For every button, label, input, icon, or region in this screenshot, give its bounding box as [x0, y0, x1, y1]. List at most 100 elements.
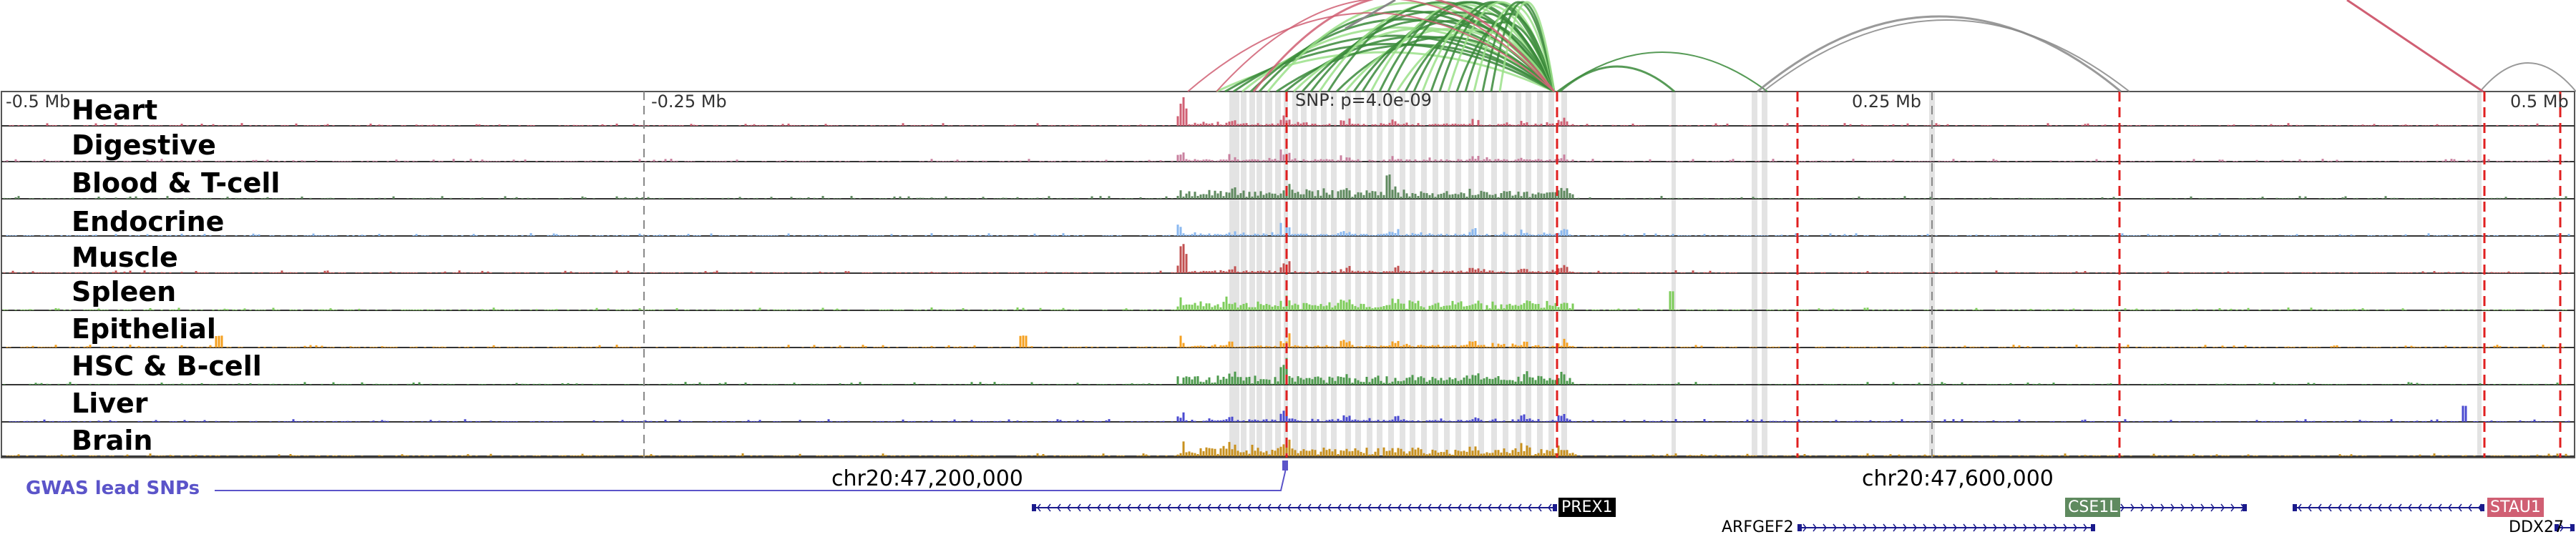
- shaded-region: [1257, 92, 1262, 458]
- shaded-region: [1537, 92, 1543, 458]
- shaded-region: [1377, 92, 1382, 458]
- gwas-lead-snps-label: GWAS lead SNPs: [26, 478, 200, 499]
- shaded-region: [1455, 92, 1461, 458]
- axis-tick-label: -0.25 Mb: [651, 92, 727, 112]
- track-frame: [1, 91, 2575, 458]
- chr-position-label: chr20:47,600,000: [1862, 466, 2054, 491]
- shaded-region: [1301, 92, 1307, 458]
- interaction-arc: [1252, 0, 1556, 92]
- gene-model-prex1-exon: [1032, 504, 1036, 511]
- interaction-arc: [1404, 20, 1556, 92]
- shaded-region: [1433, 92, 1438, 458]
- interaction-arc: [2479, 62, 2576, 92]
- signal-peaks: [3, 244, 2570, 273]
- track-label-spleen: Spleen: [72, 276, 177, 307]
- gene-model-arfgef2-exon: [2091, 524, 2095, 531]
- gwas-snp-marker: [1282, 460, 1288, 471]
- track-label-digestive: Digestive: [72, 129, 216, 161]
- axis-tick-label: -0.5 Mb: [6, 92, 71, 112]
- gene-label-arfgef2: ARFGEF2: [1722, 518, 1794, 536]
- shaded-region: [1311, 92, 1317, 458]
- shaded-region: [1410, 92, 1415, 458]
- signal-peaks: [3, 358, 2567, 385]
- interaction-arc: [1395, 29, 1556, 92]
- gwas-connector-line: [215, 463, 1287, 491]
- shaded-region: [1400, 92, 1405, 458]
- snp-pvalue-label: SNP: p=4.0e-09: [1295, 90, 1432, 110]
- interaction-arc: [1498, 1, 1556, 92]
- shaded-region: [1421, 92, 1427, 458]
- signal-peaks: [9, 97, 2562, 126]
- signal-peaks: [3, 149, 2570, 162]
- gene-model-cse1l-exon: [2243, 504, 2247, 511]
- signal-peaks: [9, 405, 2570, 422]
- shaded-region: [1468, 92, 1474, 458]
- shaded-region: [1503, 92, 1508, 458]
- shaded-region: [1265, 92, 1272, 458]
- shaded-region: [1516, 92, 1521, 458]
- gene-model-arfgef2-strand-arrows: [1802, 523, 2087, 532]
- track-label-blood-t-cell: Blood & T-cell: [72, 167, 280, 199]
- gene-model-ddx27-exon: [2570, 524, 2575, 531]
- shaded-region: [1491, 92, 1497, 458]
- signal-peaks: [6, 333, 2565, 348]
- shaded-region: [1388, 92, 1394, 458]
- shaded-region: [1292, 92, 1298, 458]
- gene-label-cse1l: CSE1L: [2065, 498, 2121, 517]
- gene-label-prex1: PREX1: [1558, 498, 1616, 517]
- track-label-brain: Brain: [72, 425, 153, 456]
- axis-tick-label: 0.25 Mb: [1852, 92, 1922, 112]
- interaction-arc: [1413, 12, 1556, 92]
- track-label-epithelial: Epithelial: [72, 313, 216, 345]
- chr-position-label: chr20:47,200,000: [831, 466, 1023, 491]
- shaded-region: [1752, 92, 1757, 458]
- shaded-region: [1561, 92, 1567, 458]
- interaction-arc: [1490, 1, 1556, 92]
- gene-model-prex1-exon: [1553, 504, 1557, 511]
- signal-peaks: [6, 222, 2570, 236]
- gene-model-stau1-exon: [2480, 504, 2484, 511]
- interaction-arc: [1556, 51, 1768, 92]
- interaction-arc: [1762, 19, 2130, 92]
- shaded-region: [2477, 92, 2482, 458]
- interaction-arc: [1216, 0, 1555, 92]
- signal-peaks: [3, 291, 2567, 310]
- interaction-arc: [1481, 1, 1556, 92]
- interaction-arc: [1345, 0, 1396, 30]
- shaded-region: [1241, 92, 1246, 458]
- gene-model-ddx27-exon: [2555, 524, 2559, 531]
- shaded-region: [1929, 92, 1935, 458]
- shaded-region: [1444, 92, 1450, 458]
- interaction-arc: [1473, 4, 1556, 92]
- track-label-endocrine: Endocrine: [72, 206, 225, 237]
- shaded-region: [1672, 92, 1676, 458]
- gene-model-prex1-strand-arrows: [1037, 503, 1552, 512]
- axis-tick-label: 0.5 Mb: [2510, 92, 2569, 112]
- gene-model-cse1l-strand-arrows: [2120, 503, 2245, 512]
- gene-label-stau1: STAU1: [2487, 498, 2544, 517]
- gene-model-stau1-strand-arrows: [2298, 503, 2482, 512]
- interaction-arc: [1559, 65, 1675, 93]
- shaded-region: [1478, 92, 1484, 458]
- track-label-hsc-b-cell: HSC & B-cell: [72, 350, 262, 382]
- track-label-muscle: Muscle: [72, 242, 178, 273]
- shaded-region: [1367, 92, 1372, 458]
- signal-peaks: [3, 174, 2567, 199]
- shaded-region: [1229, 92, 1239, 458]
- gene-model-arfgef2-exon: [1797, 524, 1802, 531]
- track-label-liver: Liver: [72, 388, 148, 419]
- interaction-arc: [1361, 11, 1556, 92]
- gene-model-stau1-exon: [2293, 504, 2297, 511]
- interaction-arc: [1455, 21, 1556, 92]
- interaction-arc: [2346, 0, 2484, 93]
- shaded-region: [1526, 92, 1531, 458]
- interaction-arc: [1757, 15, 2122, 93]
- shaded-region: [1548, 92, 1554, 458]
- shaded-region: [1345, 92, 1351, 458]
- gene-label-ddx27: DDX27: [2509, 518, 2564, 536]
- shaded-region: [1321, 92, 1327, 458]
- signal-peaks: [6, 439, 2570, 456]
- interaction-arc: [1464, 13, 1556, 92]
